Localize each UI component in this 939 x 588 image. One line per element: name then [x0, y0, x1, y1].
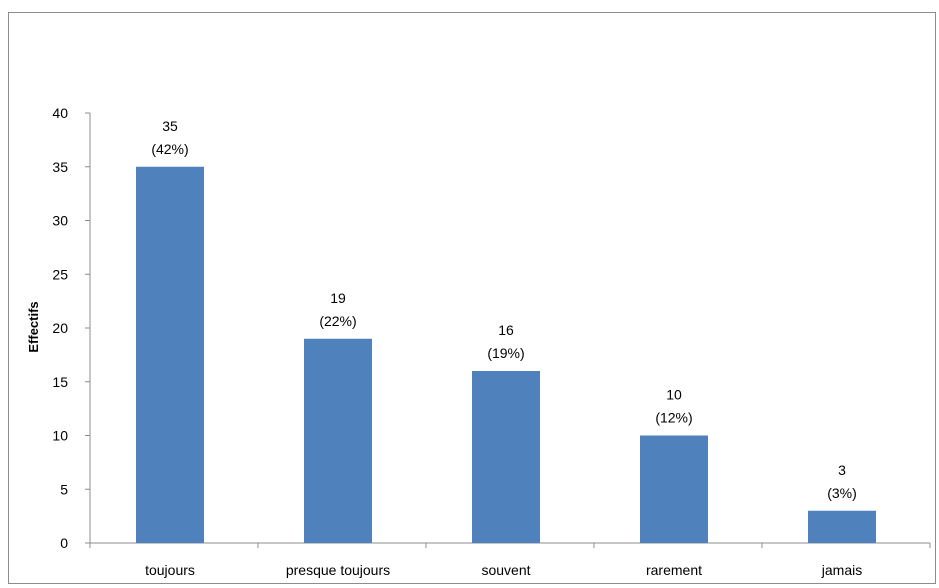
- x-category-label: jamais: [821, 562, 862, 578]
- bar-jamais: [808, 510, 876, 543]
- bar-rarement: [640, 435, 708, 543]
- y-tick-label: 30: [52, 213, 68, 229]
- bar-presque-toujours: [304, 338, 372, 543]
- data-label-count: 19: [330, 290, 346, 306]
- y-tick-label: 15: [52, 374, 68, 390]
- data-label-count: 35: [162, 118, 178, 134]
- y-axis-title-group: Effectifs: [26, 301, 41, 352]
- x-category-label: presque toujours: [286, 562, 390, 578]
- bar-souvent: [472, 371, 540, 543]
- data-label-count: 16: [498, 322, 514, 338]
- bars: [136, 166, 876, 543]
- y-tick-label: 25: [52, 266, 68, 282]
- data-label-percent: (3%): [827, 485, 857, 501]
- y-tick-label: 5: [60, 481, 68, 497]
- data-label-count: 3: [838, 462, 846, 478]
- data-label-percent: (12%): [655, 410, 692, 426]
- data-labels: 35 (42%) 19 (22%) 16 (19%) 10 (12%) 3 (3%): [151, 118, 856, 501]
- data-label-percent: (22%): [319, 313, 356, 329]
- x-labels: toujours presque toujours souvent rarement j…: [145, 562, 862, 578]
- x-category-label: rarement: [646, 562, 702, 578]
- data-label-percent: (19%): [487, 345, 524, 361]
- y-ticks: 0 5 10 15 20 25 30 35 40: [52, 105, 90, 551]
- x-category-label: souvent: [481, 562, 530, 578]
- y-axis-title: Effectifs: [26, 301, 41, 352]
- x-category-label: toujours: [145, 562, 195, 578]
- data-label-percent: (42%): [151, 141, 188, 157]
- y-tick-label: 40: [52, 105, 68, 121]
- y-tick-label: 0: [60, 535, 68, 551]
- y-tick-label: 20: [52, 320, 68, 336]
- y-tick-label: 35: [52, 159, 68, 175]
- data-label-count: 10: [666, 387, 682, 403]
- bar-toujours: [136, 166, 204, 543]
- y-tick-label: 10: [52, 428, 68, 444]
